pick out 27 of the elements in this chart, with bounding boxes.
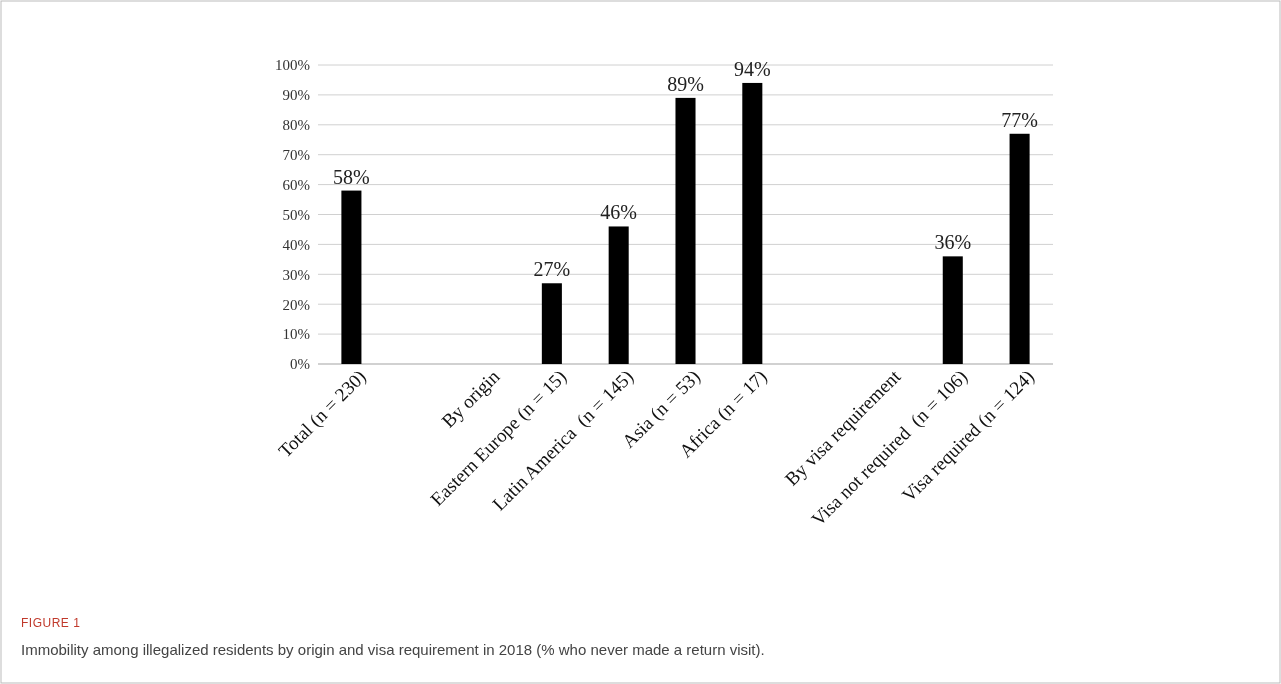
y-tick-label: 30% [282,266,310,283]
y-tick-label: 20% [282,296,310,313]
y-tick-label: 0% [290,356,310,373]
data-label: 36% [934,231,972,254]
y-tick-label: 90% [282,87,310,104]
bar [541,283,562,364]
y-tick-label: 50% [282,206,310,223]
data-label: 77% [1001,108,1038,131]
y-tick-label: 80% [282,117,310,134]
bar [742,82,763,364]
data-label: 89% [667,72,704,95]
caption: FIGURE 1 [21,616,81,630]
y-tick-label: 70% [282,147,310,163]
text: Immobility among illegalized residents by origin and visa requirement in 2018 (% who never made a return visit). [21,641,765,658]
data-label: 94% [733,57,771,80]
y-tick-label: 60% [282,176,310,193]
bar [341,190,362,364]
data-label: 58% [333,165,370,188]
bar [675,97,696,364]
y-tick-label: 10% [282,326,310,343]
bar [942,256,963,364]
y-tick-label: 40% [282,236,310,253]
data-label: 46% [600,201,638,224]
data-label: 27% [533,258,571,281]
bar [1009,133,1030,364]
y-tick-label: 100% [275,57,310,74]
bar [608,226,629,364]
